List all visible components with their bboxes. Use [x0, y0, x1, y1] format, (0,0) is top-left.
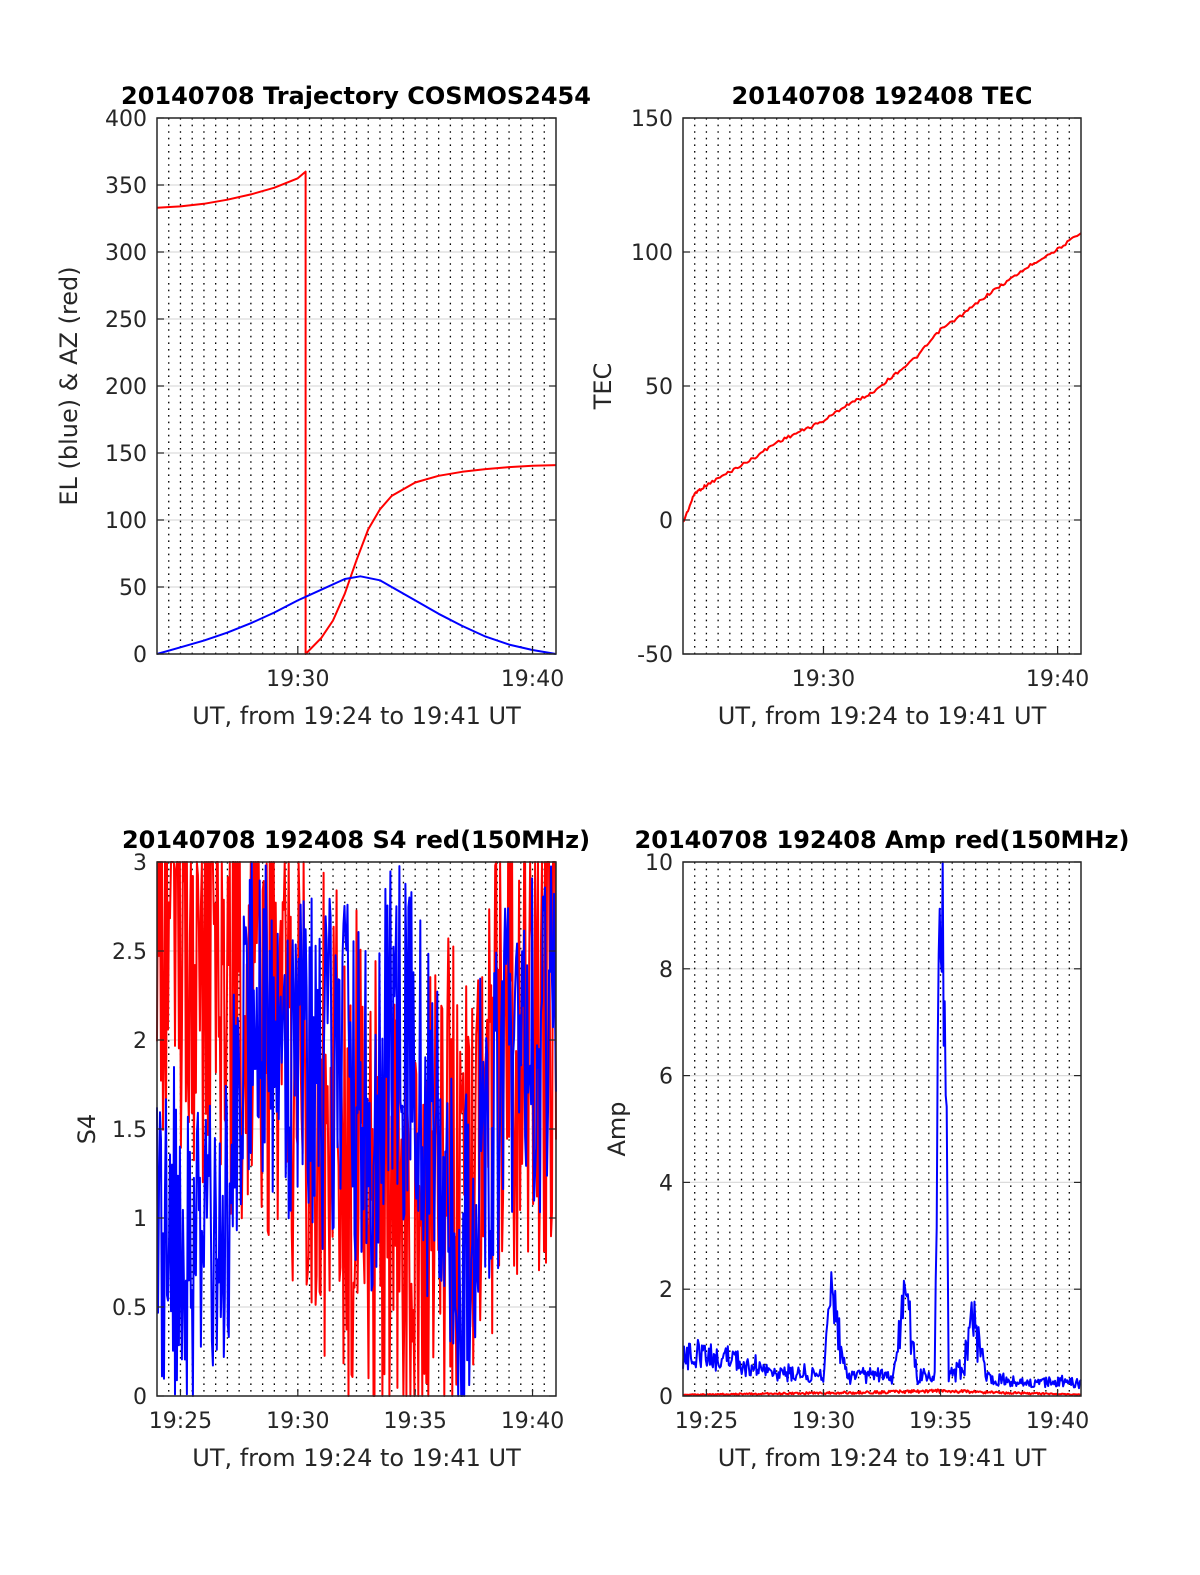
chart-panel-1: 0 50 100 150 200 250 300 350 400 19:30 19:40 201407…: [55, 82, 591, 730]
y-tick-label: 350: [105, 174, 147, 199]
x-tick-label: 19:30: [266, 1409, 329, 1434]
x-tick-label: 19:40: [1026, 667, 1089, 692]
y-tick-label: 2: [133, 1029, 147, 1054]
y-tick-label: 200: [105, 375, 147, 400]
y-tick-label: 300: [105, 241, 147, 266]
chart-panel-3: 0 0.5 1 1.5 2 2.5 3 19:25 19:30 19:35 19:40 2014070…: [73, 826, 590, 1472]
x-tick-label: 19:25: [675, 1409, 738, 1434]
y-axis-label: TEC: [589, 363, 617, 411]
series-line-s4-blue: [156, 861, 557, 1397]
series-line-amp-blue: [682, 861, 1082, 1390]
y-tick-label: 8: [659, 958, 673, 983]
series-line-az: [156, 170, 557, 655]
y-tick-label: 1.5: [112, 1118, 147, 1143]
x-axis-label: UT, from 19:24 to 19:41 UT: [192, 1444, 521, 1472]
y-tick-label: 4: [659, 1171, 673, 1196]
y-tick-label: 1: [133, 1207, 147, 1232]
y-axis-label: S4: [73, 1114, 101, 1145]
y-tick-label: 100: [631, 241, 673, 266]
y-tick-label: 50: [119, 576, 147, 601]
y-tick-label: 6: [659, 1065, 673, 1090]
y-tick-label: 50: [645, 375, 673, 400]
y-tick-label: 3: [133, 851, 147, 876]
y-tick-label: 2.5: [112, 940, 147, 965]
chart-title: 20140708 Trajectory COSMOS2454: [121, 82, 591, 110]
y-tick-label: 150: [105, 442, 147, 467]
plot-area: [683, 862, 1081, 1396]
y-tick-label: 400: [105, 107, 147, 132]
y-tick-label: 150: [631, 107, 673, 132]
x-tick-label: 19:30: [266, 667, 329, 692]
y-axis-label: Amp: [603, 1101, 631, 1156]
series-line-amp-red: [682, 1388, 1082, 1397]
y-tick-label: 2: [659, 1278, 673, 1303]
y-tick-label: 0.5: [112, 1296, 147, 1321]
chart-panel-2: -50 0 50 100 150 19:30 19:40 20140708 192408 TE…: [589, 82, 1089, 730]
x-axis-label: UT, from 19:24 to 19:41 UT: [718, 1444, 1047, 1472]
chart-title: 20140708 192408 S4 red(150MHz): [122, 826, 590, 854]
y-tick-label: 0: [133, 1385, 147, 1410]
y-tick-label: 10: [645, 851, 673, 876]
series-line-tec: [682, 232, 1082, 523]
y-tick-label: 0: [659, 1385, 673, 1410]
x-tick-label: 19:40: [501, 667, 564, 692]
x-tick-label: 19:35: [383, 1409, 446, 1434]
y-tick-label: 100: [105, 509, 147, 534]
x-tick-label: 19:30: [792, 667, 855, 692]
y-tick-label: 0: [659, 509, 673, 534]
chart-panel-4: 0 2 4 6 8 10 19:25 19:30 19:35 19:40 20140708 1924…: [603, 826, 1129, 1472]
x-axis-label: UT, from 19:24 to 19:41 UT: [718, 702, 1047, 730]
axes-frame: [682, 861, 1082, 1397]
x-tick-label: 19:40: [501, 1409, 564, 1434]
series-line-s4-red: [156, 861, 557, 1397]
series-line-el: [156, 575, 557, 655]
chart-title: 20140708 192408 Amp red(150MHz): [635, 826, 1130, 854]
y-axis-label: EL (blue) & AZ (red): [55, 266, 83, 505]
y-tick-label: 0: [133, 643, 147, 668]
x-tick-label: 19:25: [149, 1409, 212, 1434]
y-tick-label: -50: [637, 643, 673, 668]
x-tick-label: 19:30: [792, 1409, 855, 1434]
y-tick-label: 250: [105, 308, 147, 333]
x-axis-label: UT, from 19:24 to 19:41 UT: [192, 702, 521, 730]
chart-title: 20140708 192408 TEC: [732, 82, 1033, 110]
x-tick-label: 19:35: [909, 1409, 972, 1434]
x-tick-label: 19:40: [1026, 1409, 1089, 1434]
